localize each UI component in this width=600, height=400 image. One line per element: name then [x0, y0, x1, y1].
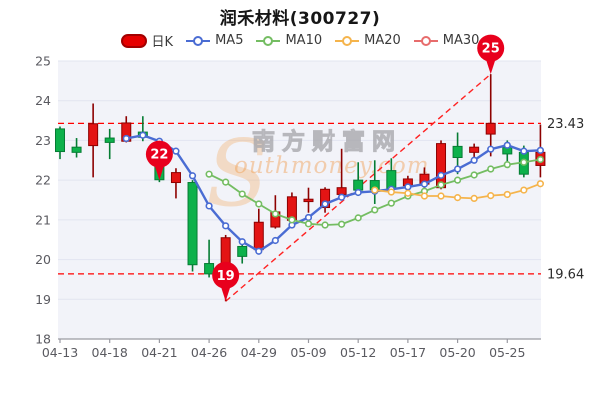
chart-title: 润禾材料(300727) [219, 9, 381, 29]
y-axis-label: 24 [35, 93, 51, 108]
svg-text:22: 22 [150, 148, 168, 163]
legend-label: MA30 [442, 33, 480, 48]
ma20-swatch-icon [335, 35, 360, 47]
x-axis-label: 05-25 [489, 345, 525, 360]
ma5-swatch-icon [186, 35, 211, 47]
ref-line-label: 19.64 [547, 267, 584, 282]
candle[interactable] [204, 239, 215, 278]
candle[interactable] [303, 187, 314, 213]
x-axis-label: 04-26 [191, 345, 227, 360]
svg-text:25: 25 [482, 42, 500, 57]
y-axis-label: 23 [35, 133, 51, 148]
y-axis: 25 24 23 22 21 20 19 18 [35, 54, 51, 347]
candle[interactable] [88, 103, 99, 178]
svg-text:outhmoney.com: outhmoney.com [234, 153, 430, 179]
x-axis-label: 04-18 [92, 345, 128, 360]
x-axis: 04-13 04-18 04-21 04-26 04-29 05-09 05-12 05-17… [42, 338, 541, 360]
balloon-marker-25: 25 [477, 34, 505, 75]
ma10-swatch-icon [256, 35, 281, 47]
legend-label: MA10 [285, 33, 323, 48]
svg-text:19: 19 [217, 269, 235, 284]
candle[interactable] [71, 138, 82, 158]
legend-label: 日K [151, 35, 174, 50]
candle[interactable] [170, 168, 181, 199]
x-axis-label: 04-29 [241, 345, 277, 360]
ref-line-19.64: 19.64 [58, 267, 584, 282]
ma20-line [371, 180, 545, 203]
svg-text:南方财富网: 南方财富网 [252, 128, 402, 155]
x-axis-label: 05-12 [340, 345, 376, 360]
y-axis-label: 20 [35, 252, 51, 267]
ref-line-label: 23.43 [547, 117, 584, 132]
x-axis-label: 05-17 [390, 345, 426, 360]
candle[interactable] [55, 126, 65, 160]
daily-k-swatch-icon [120, 33, 147, 48]
x-axis-label: 04-13 [42, 345, 78, 360]
y-axis-label: 18 [35, 332, 51, 347]
ref-line-23.43: 23.43 [58, 117, 584, 132]
legend: 日K MA5 MA10 MA20 MA30 [0, 31, 600, 50]
y-axis-label: 19 [35, 292, 51, 307]
x-axis-label: 05-20 [439, 345, 475, 360]
legend-item-ma5[interactable]: MA5 [186, 33, 243, 48]
legend-item-daily-k[interactable]: 日K [120, 31, 174, 50]
x-axis-label: 05-09 [290, 345, 326, 360]
candle[interactable] [485, 74, 496, 157]
legend-item-ma20[interactable]: MA20 [335, 33, 401, 48]
legend-item-ma30[interactable]: MA30 [413, 33, 480, 48]
candle[interactable] [104, 128, 115, 160]
ma10-line [205, 155, 545, 229]
y-axis-label: 21 [35, 212, 51, 227]
plot-background [58, 61, 541, 339]
legend-label: MA5 [215, 33, 244, 48]
y-axis-label: 22 [35, 173, 51, 188]
candle[interactable] [187, 180, 198, 272]
balloon-marker-22: 22 [145, 140, 173, 181]
legend-label: MA20 [364, 33, 401, 48]
balloon-marker-19: 19 [212, 261, 240, 302]
x-axis-label: 04-21 [141, 345, 177, 360]
legend-item-ma10[interactable]: MA10 [256, 33, 322, 48]
ma30-swatch-icon [413, 35, 438, 47]
y-axis-label: 25 [35, 54, 51, 69]
